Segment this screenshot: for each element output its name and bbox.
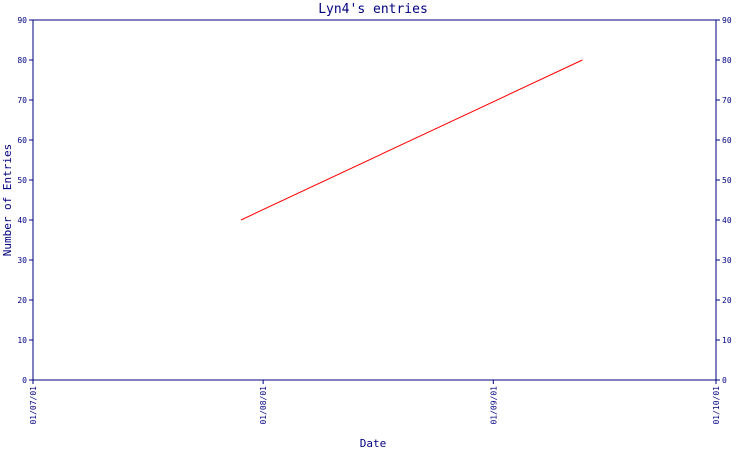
y-axis-right: 0 10 20 30 40 50 60 70 80 90 [716,16,732,385]
x-tick-label: 01/09/01 [489,386,498,425]
x-axis-label: Date [360,437,387,450]
y-tick-label-right: 0 [722,376,727,385]
y-tick-label-right: 80 [722,56,732,65]
x-tick-label: 01/08/01 [259,386,268,425]
y-tick-label-right: 60 [722,136,732,145]
chart-title: Lyn4's entries [318,2,428,17]
y-axis-label: Number of Entries [1,144,14,257]
y-tick-label: 60 [17,136,27,145]
plot-area [32,19,717,381]
y-tick-label-right: 40 [722,216,732,225]
y-tick-label: 20 [17,296,27,305]
series-line [240,59,583,221]
y-tick-label-right: 50 [722,176,732,185]
y-tick-label-right: 20 [722,296,732,305]
y-tick-label: 10 [17,336,27,345]
series-layer [240,59,583,221]
x-tick-label: 01/07/01 [29,386,38,425]
y-tick-label: 0 [22,376,27,385]
y-tick-label-right: 90 [722,16,732,25]
y-tick-label: 70 [17,96,27,105]
y-tick-label-right: 70 [722,96,732,105]
y-tick-label: 50 [17,176,27,185]
y-tick-label-right: 10 [722,336,732,345]
y-tick-label-right: 30 [722,256,732,265]
y-tick-label: 80 [17,56,27,65]
y-tick-label: 30 [17,256,27,265]
x-tick-label: 01/10/01 [712,386,721,425]
y-axis-left: 0 10 20 30 40 50 60 70 80 90 [17,16,33,385]
y-tick-label: 40 [17,216,27,225]
y-tick-label: 90 [17,16,27,25]
x-axis: 01/07/01 01/08/01 01/09/01 01/10/01 [29,380,721,425]
